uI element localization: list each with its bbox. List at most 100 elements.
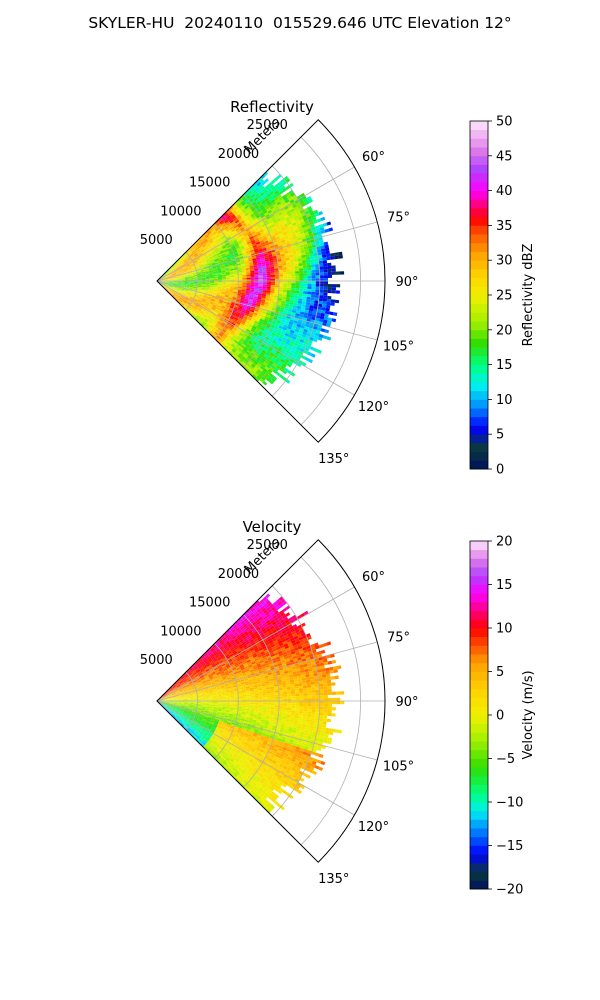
range-gate [171, 684, 176, 688]
range-gate [293, 342, 299, 347]
range-gate [179, 269, 184, 272]
range-gate [237, 250, 242, 254]
range-gate [221, 673, 226, 677]
range-gate [164, 284, 169, 286]
range-gate [245, 330, 250, 334]
range-gate [269, 665, 275, 669]
range-gate [219, 661, 224, 665]
range-gate [183, 291, 188, 294]
range-gate [215, 241, 220, 245]
range-gate [307, 351, 312, 356]
range-gate [187, 251, 191, 255]
range-gate [279, 644, 285, 649]
range-gate [213, 225, 218, 230]
range-gate [198, 306, 202, 310]
range-gate [335, 290, 340, 294]
range-gate [289, 340, 295, 345]
range-gate [256, 300, 261, 303]
range-gate [265, 298, 270, 301]
range-gate [322, 260, 328, 264]
range-gate [245, 658, 250, 662]
range-gate [257, 645, 263, 650]
range-gate [235, 235, 240, 239]
range-gate [260, 301, 265, 304]
range-gate [232, 328, 237, 332]
range-gate [210, 228, 215, 232]
range-gate [168, 267, 173, 271]
range-gate [231, 354, 237, 359]
range-gate [264, 178, 269, 183]
range-gate [176, 275, 181, 278]
range-gate [179, 289, 184, 292]
range-gate [269, 231, 274, 236]
range-gate [250, 237, 255, 242]
range-gate [267, 201, 272, 206]
range-gate [304, 347, 310, 352]
range-gate [193, 313, 197, 317]
range-gate [237, 642, 242, 647]
range-gate [229, 673, 234, 676]
range-gate [256, 214, 261, 219]
range-gate [282, 187, 288, 193]
range-gate [191, 249, 195, 253]
range-gate [180, 691, 184, 693]
range-gate [201, 670, 206, 674]
range-gate [168, 276, 173, 278]
range-gate [177, 258, 182, 262]
range-gate [262, 645, 267, 650]
range-gate [263, 238, 268, 242]
range-gate [165, 281, 170, 282]
range-gate [213, 285, 218, 287]
range-gate [183, 689, 188, 692]
range-gate [184, 286, 189, 288]
range-gate [277, 203, 283, 208]
range-gate [206, 230, 211, 234]
range-gate [233, 671, 238, 675]
range-gate [324, 329, 330, 334]
range-gate [296, 323, 302, 328]
range-gate [306, 635, 312, 640]
range-gate [218, 678, 223, 681]
range-gate [242, 326, 247, 331]
range-gate [266, 370, 271, 376]
range-gate [195, 248, 200, 252]
range-gate [308, 198, 313, 204]
range-gate [222, 637, 227, 642]
range-gate [334, 255, 339, 260]
range-gate [192, 300, 197, 303]
range-gate [284, 322, 289, 327]
range-gate [254, 272, 259, 275]
range-gate [197, 275, 202, 277]
range-gate [168, 283, 173, 285]
range-gate [251, 254, 256, 258]
range-gate [315, 275, 320, 279]
range-gate [252, 216, 258, 221]
range-gate [235, 257, 240, 260]
range-gate [198, 262, 203, 265]
range-gate [303, 286, 308, 289]
range-gate [185, 674, 189, 678]
range-gate [280, 321, 285, 325]
range-gate [283, 283, 288, 286]
range-gate [307, 275, 312, 279]
range-gate [246, 284, 251, 286]
range-gate [308, 218, 313, 223]
range-gate [233, 231, 238, 235]
range-gate [175, 289, 180, 291]
range-gate [222, 229, 227, 234]
range-gate [250, 274, 255, 277]
range-gate [226, 275, 231, 278]
range-gate [222, 258, 228, 261]
range-gate [258, 322, 263, 326]
range-gate [236, 229, 241, 233]
range-gate [230, 315, 235, 319]
range-gate [331, 268, 336, 272]
range-gate [217, 304, 222, 307]
range-gate [175, 682, 179, 686]
range-gate [230, 337, 235, 342]
range-gate [160, 283, 164, 286]
range-gate [257, 324, 262, 328]
range-gate [244, 639, 250, 644]
range-gate [293, 256, 298, 260]
range-gate [185, 276, 190, 278]
